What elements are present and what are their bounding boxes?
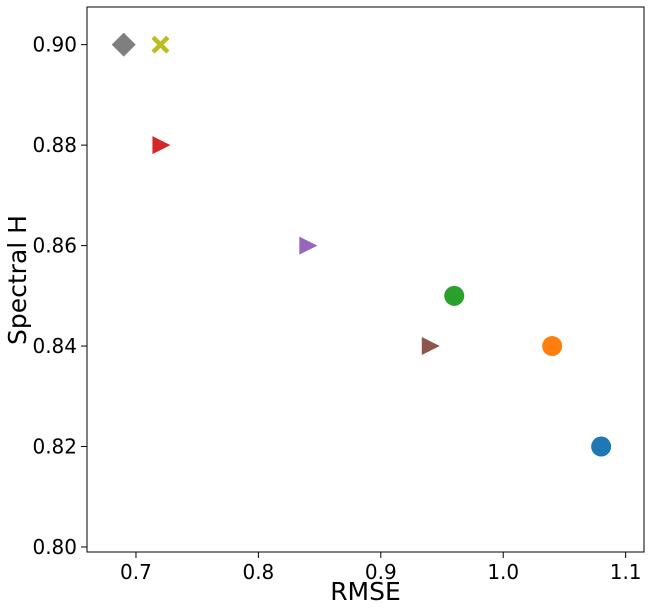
x-axis-title: RMSE [330,577,401,606]
plot-area-background [87,7,644,552]
x-tick-label: 0.9 [365,560,397,584]
y-tick-label: 0.82 [32,435,77,459]
x-tick-label: 0.7 [120,560,152,584]
data-point-triangle-right [152,136,171,155]
y-tick-label: 0.86 [32,234,77,258]
data-point-triangle-right [421,337,440,356]
y-tick-label: 0.88 [32,133,77,157]
data-points [111,32,612,457]
y-tick-label: 0.80 [32,535,77,559]
y-tick-label: 0.84 [32,334,77,358]
data-point-triangle-right [299,236,318,255]
x-tick-label: 0.8 [242,560,274,584]
plot-frame [86,6,645,553]
data-point-circle [542,336,563,357]
x-tick-label: 1.1 [610,560,642,584]
data-point-circle [591,436,612,457]
y-axis-ticks: 0.80 0.82 0.84 0.86 0.88 0.90 [32,33,87,559]
data-point-x-filled [151,35,170,54]
data-point-circle [444,285,465,306]
y-axis-title: Spectral H [3,215,32,345]
y-tick-label: 0.90 [32,33,77,57]
data-point-diamond [111,32,136,57]
x-axis-ticks: 0.7 0.8 0.9 1.0 1.1 [120,552,642,584]
x-tick-label: 1.0 [487,560,519,584]
